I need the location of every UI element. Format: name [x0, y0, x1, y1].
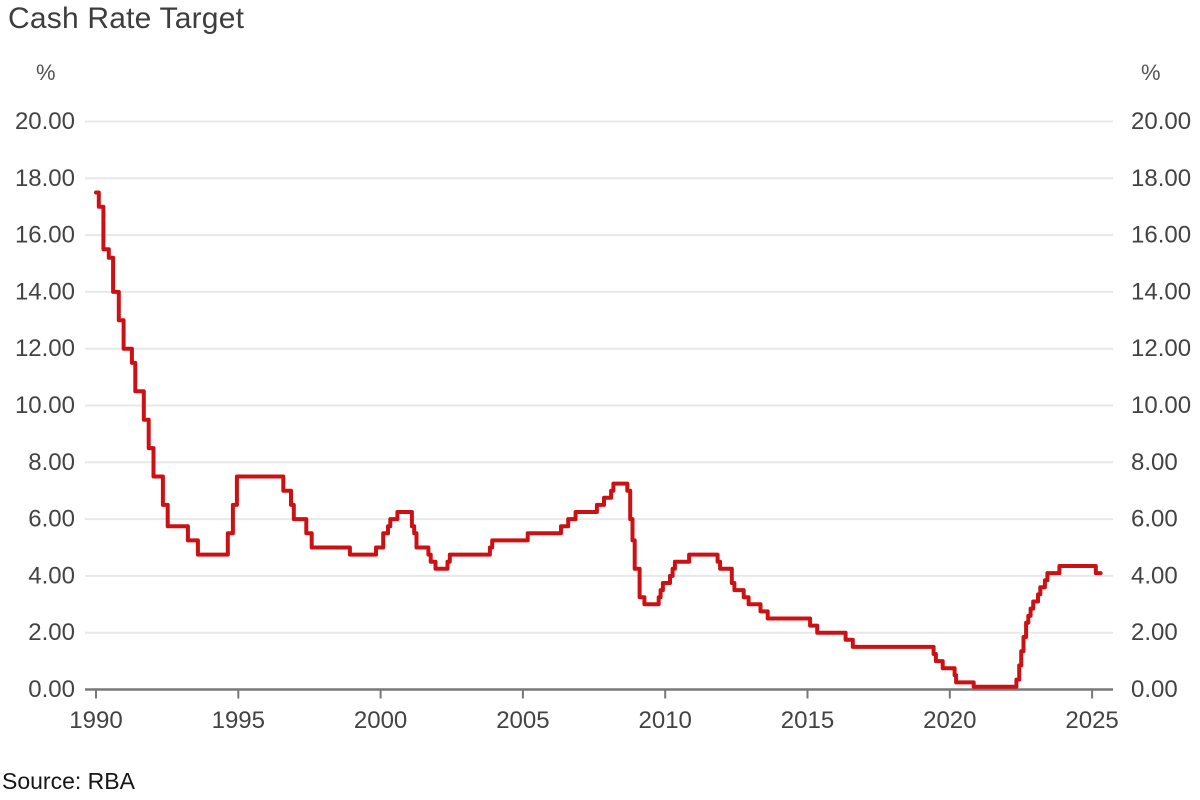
y-axis-label-right: 10.00: [1131, 392, 1191, 419]
cash-rate-line: [94, 190, 1103, 689]
y-axis-label-left: 16.00: [15, 222, 75, 249]
y-axis-label-right: 4.00: [1131, 562, 1178, 589]
x-axis-label-2020: 2020: [923, 707, 976, 734]
x-axis-label-2000: 2000: [354, 707, 407, 734]
x-axis-label-1995: 1995: [212, 707, 265, 734]
y-axis-label-right: 20.00: [1131, 108, 1191, 135]
y-axis-label-right: 14.00: [1131, 278, 1191, 305]
source-note: Source: RBA: [2, 768, 135, 794]
y-axis-label-left: 12.00: [15, 335, 75, 362]
x-axis-label-1990: 1990: [69, 707, 122, 734]
y-axis-label-left: 10.00: [15, 392, 75, 419]
y-axis-label-left: 6.00: [28, 506, 75, 533]
x-axis-label-2010: 2010: [639, 707, 692, 734]
y-axis-label-left: 18.00: [15, 165, 75, 192]
y-axis-label-left: 14.00: [15, 278, 75, 305]
x-axis-label-2015: 2015: [781, 707, 834, 734]
y-axis-label-right: 0.00: [1131, 676, 1178, 703]
y-axis-unit-right: %: [1141, 60, 1161, 85]
chart-title: Cash Rate Target: [8, 2, 245, 35]
y-axis-label-right: 18.00: [1131, 165, 1191, 192]
y-axis-label-left: 0.00: [28, 676, 75, 703]
y-axis-label-left: 20.00: [15, 108, 75, 135]
y-axis-label-left: 4.00: [28, 562, 75, 589]
y-axis-label-right: 12.00: [1131, 335, 1191, 362]
y-axis-unit-left: %: [36, 60, 56, 85]
x-axis-label-2025: 2025: [1065, 707, 1118, 734]
x-axis-label-2005: 2005: [496, 707, 549, 734]
y-axis-label-left: 2.00: [28, 619, 75, 646]
y-axis-label-right: 8.00: [1131, 449, 1178, 476]
y-axis-label-right: 16.00: [1131, 222, 1191, 249]
y-axis-label-right: 6.00: [1131, 506, 1178, 533]
y-axis-label-left: 8.00: [28, 449, 75, 476]
y-axis-label-right: 2.00: [1131, 619, 1178, 646]
